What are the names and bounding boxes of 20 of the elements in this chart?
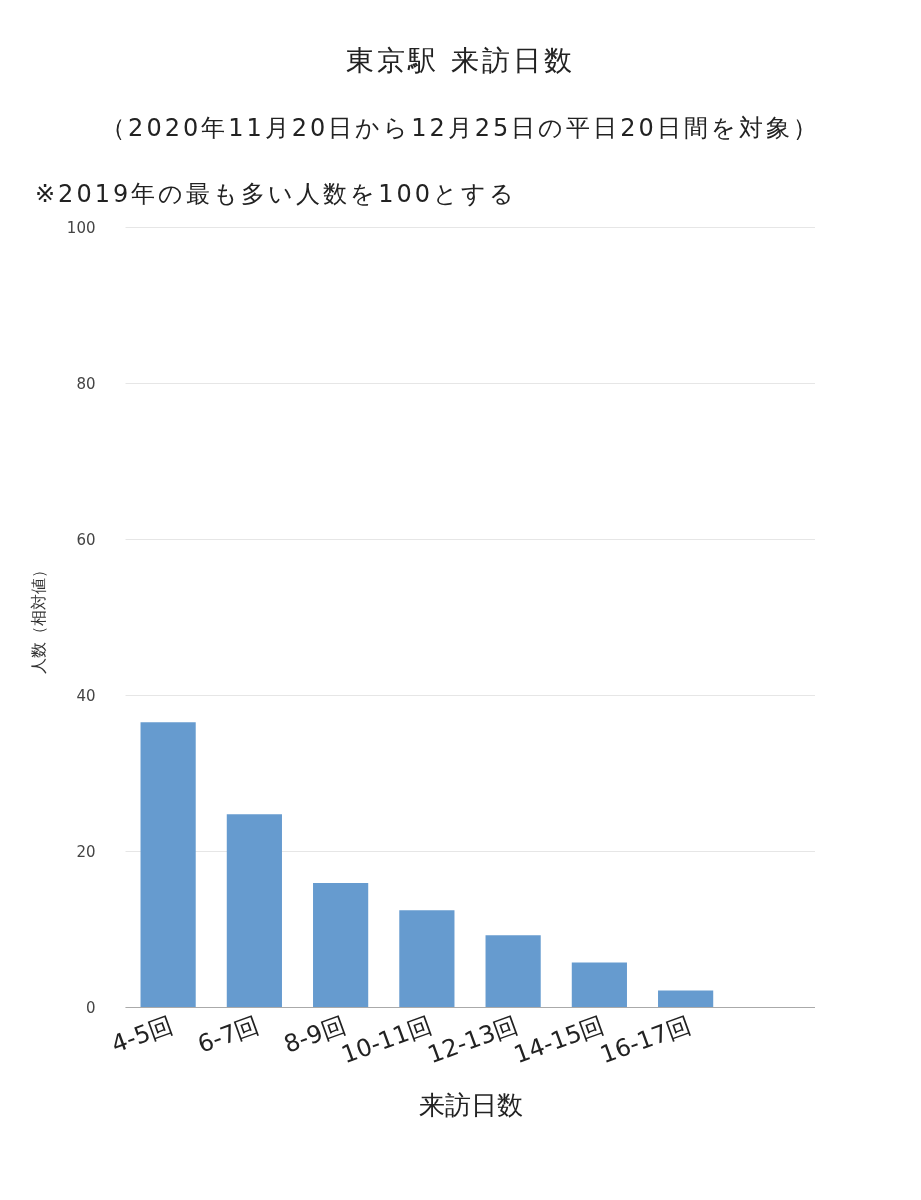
x-tick-label: 4-5回 [107,1010,177,1059]
y-axis-title: 人数（相対値） [28,561,48,674]
bar [140,722,196,1007]
bar [226,814,282,1007]
y-tick-label: 0 [85,998,96,1017]
y-tick-label: 20 [76,842,96,861]
text: ※2019年の最も多い人数を100とする [35,179,517,210]
y-tick-label: 60 [76,530,96,549]
bar [485,935,541,1007]
bar [658,990,714,1007]
bar [571,962,627,1007]
bar [313,882,369,1007]
x-tick-label: 6-7回 [193,1010,263,1059]
x-axis-title: 来訪日数 [418,1090,523,1121]
chart-subtitle: （2020年11月20日から12月25日の平日20日間を対象） [100,113,821,144]
y-tick-label: 100 [66,218,96,237]
chart-title: 東京駅 来訪日数 [345,43,576,79]
bar [399,910,455,1007]
y-tick-label: 80 [76,374,96,393]
y-tick-label: 40 [76,686,96,705]
